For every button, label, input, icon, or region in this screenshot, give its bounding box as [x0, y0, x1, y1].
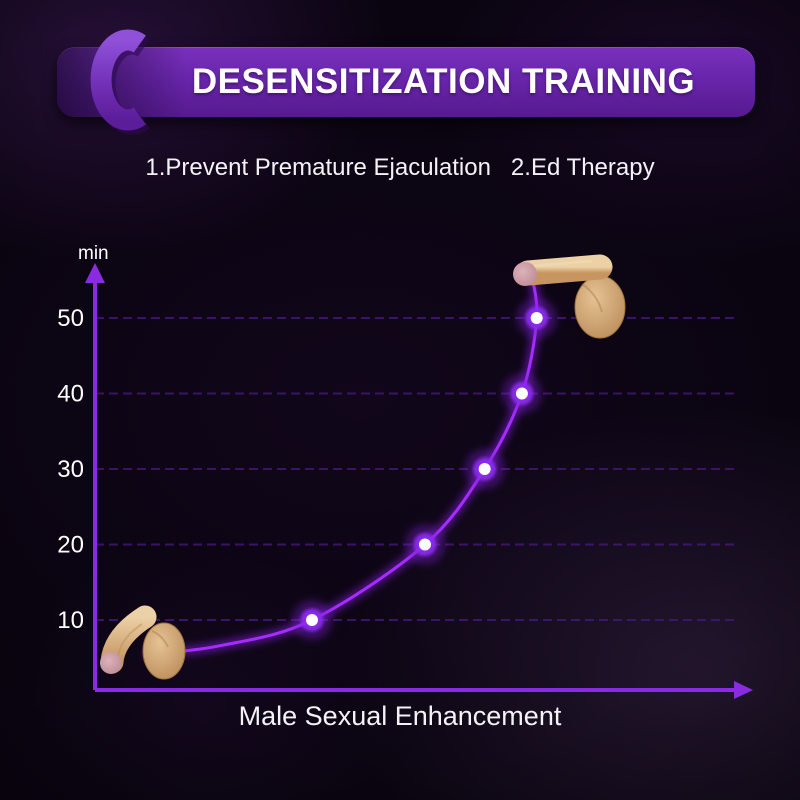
flaccid-anatomy-illustration — [100, 605, 186, 680]
data-point-core — [305, 614, 318, 626]
data-point — [516, 298, 557, 338]
y-axis-arrow-icon — [85, 263, 105, 283]
erect-anatomy-illustration — [513, 254, 626, 339]
y-tick-labels-layer: 10 20 30 40 50 — [57, 305, 84, 634]
data-point — [404, 524, 445, 565]
subtitle-benefits: 1.Prevent Premature Ejaculation 2.Ed The… — [145, 154, 655, 181]
data-point-core — [515, 387, 528, 400]
c-ring-buckle-icon — [90, 29, 150, 134]
data-point-core — [418, 538, 431, 551]
data-point — [501, 373, 542, 414]
data-point-core — [478, 463, 491, 475]
y-tick-label: 10 — [57, 607, 84, 634]
y-axis-title: min — [78, 243, 109, 264]
data-point — [291, 600, 332, 640]
data-point — [464, 449, 505, 489]
title-banner: DESENSITIZATION TRAINING — [57, 47, 755, 117]
y-tick-label: 20 — [57, 532, 84, 559]
curve-layer — [144, 271, 542, 660]
y-tick-label: 50 — [57, 305, 84, 332]
x-axis-title: Male Sexual Enhancement — [238, 701, 562, 731]
training-curve — [144, 271, 539, 657]
page-title: DESENSITIZATION TRAINING — [191, 62, 696, 101]
axes — [85, 263, 753, 699]
data-points-layer — [291, 298, 557, 640]
x-axis-arrow-icon — [734, 681, 753, 699]
y-tick-label: 40 — [57, 381, 84, 408]
data-point-core — [530, 312, 543, 324]
y-tick-label: 30 — [57, 456, 84, 483]
gridlines-layer — [95, 317, 737, 621]
